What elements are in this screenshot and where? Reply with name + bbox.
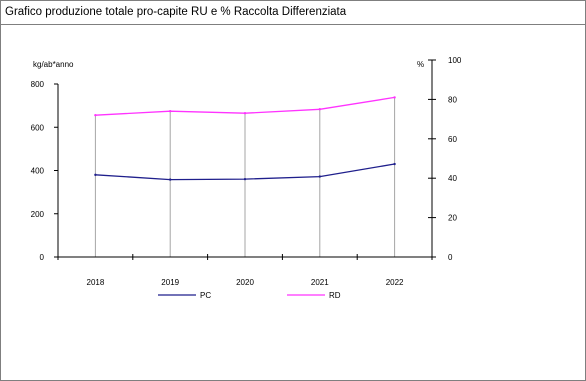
data-point-pc	[393, 162, 396, 166]
left-y-ticks: 0 200 400 600 800	[31, 80, 58, 262]
x-ticks: 2018 2019 2020 2021 2022	[57, 254, 433, 287]
data-point-rd	[243, 111, 247, 115]
legend-label-pc: PC	[200, 291, 211, 300]
data-point-pc	[243, 177, 247, 181]
data-point-rd	[393, 96, 396, 99]
right-y-ticks: 0 20 40 60 80 100	[428, 56, 462, 262]
chart-title: Grafico produzione totale pro-capite RU …	[5, 6, 347, 18]
drop-lines	[94, 97, 396, 257]
right-y-tick-label: 60	[448, 135, 457, 144]
left-y-axis-label: kg/ab*anno	[33, 60, 74, 69]
data-point-pc	[94, 173, 97, 177]
right-y-tick-label: 40	[448, 174, 457, 183]
right-y-tick-label: 0	[448, 253, 453, 262]
left-y-tick-label: 0	[40, 253, 45, 262]
left-y-tick-label: 400	[31, 167, 45, 176]
x-tick-label: 2022	[386, 278, 404, 287]
x-tick-label: 2020	[236, 278, 254, 287]
data-point-pc	[318, 175, 321, 178]
title-bar: Grafico produzione totale pro-capite RU …	[1, 1, 585, 25]
x-tick-label: 2018	[87, 278, 105, 287]
right-y-tick-label: 20	[448, 214, 457, 223]
right-y-tick-label: 80	[448, 95, 457, 104]
x-tick-label: 2021	[311, 278, 329, 287]
data-point-rd	[94, 113, 97, 117]
data-point-rd	[169, 110, 172, 113]
left-y-tick-label: 800	[31, 80, 45, 89]
legend-label-rd: RD	[329, 291, 341, 300]
data-point-pc	[169, 178, 172, 181]
right-y-tick-label: 100	[448, 56, 462, 65]
left-y-tick-label: 200	[31, 210, 45, 219]
data-point-rd	[318, 108, 321, 111]
legend: PC RD	[158, 291, 341, 300]
x-tick-label: 2019	[161, 278, 179, 287]
right-y-axis-label: %	[417, 60, 424, 69]
left-y-tick-label: 600	[31, 123, 45, 132]
series-lines	[94, 96, 396, 181]
